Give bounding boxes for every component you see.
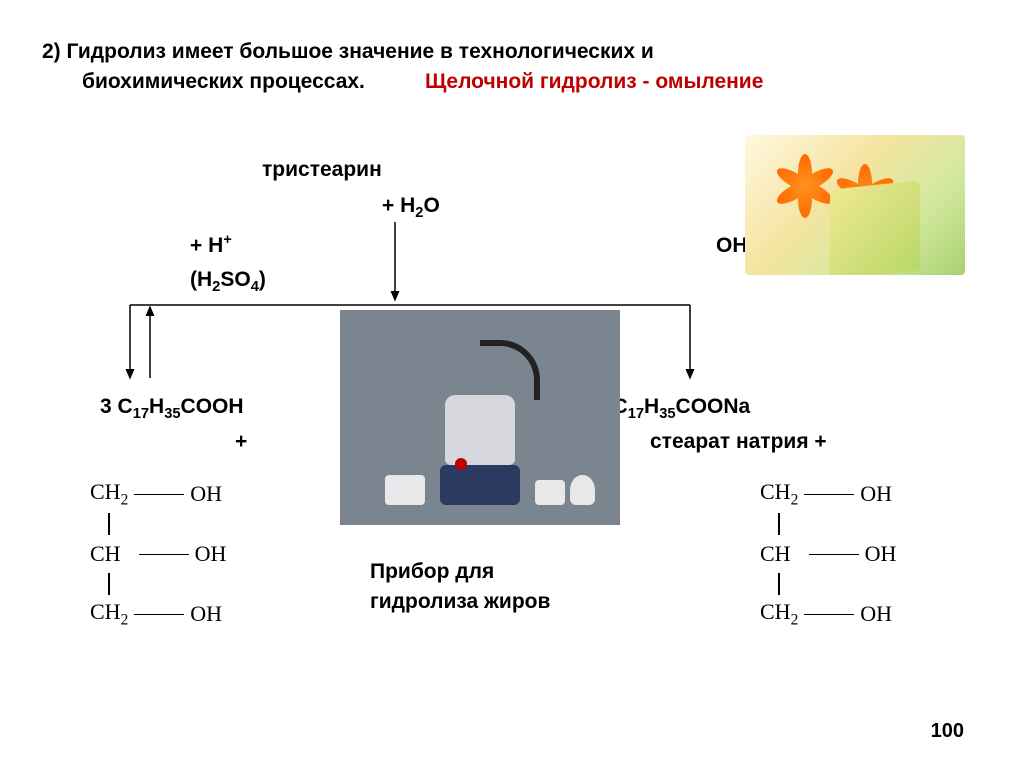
substance-label: тристеарин — [262, 158, 382, 182]
device-caption-2: гидролиза жиров — [370, 590, 550, 614]
glycerol-structure-right: CH2OH CHOH CH2OH — [760, 475, 896, 633]
acid-ion-label: + H+ — [190, 232, 232, 258]
heading-line-1: 2) Гидролиз имеет большое значение в тех… — [42, 40, 654, 64]
page-number: 100 — [931, 720, 964, 743]
stearate-label: стеарат натрия + — [650, 430, 827, 454]
water-label: + H2O — [382, 194, 440, 221]
acid-detail-label: (H2SO4) — [190, 268, 266, 295]
soap-image — [745, 135, 965, 275]
glycerol-structure-left: CH2OH CHOH CH2OH — [90, 475, 226, 633]
heading-highlight: Щелочной гидролиз - омыление — [425, 70, 763, 94]
device-caption-1: Прибор для — [370, 560, 494, 584]
left-product-formula: 3 C17H35COOH — [100, 395, 244, 422]
device-image — [340, 310, 620, 525]
heading-line-2a: биохимических процессах. — [82, 70, 365, 94]
left-plus: + — [235, 430, 247, 454]
